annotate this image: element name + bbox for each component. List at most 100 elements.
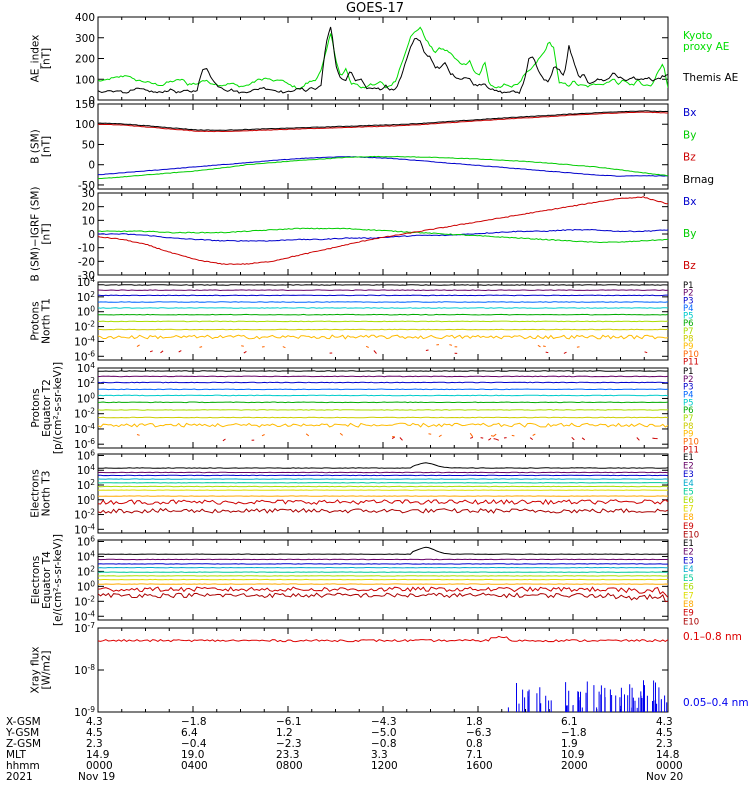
ephemeris-cell: 2.3 [86,738,103,750]
ephemeris-cell: 14.8 [656,749,680,761]
series-group [98,284,668,354]
y-tick-label: 0 [88,160,95,172]
y-tick-label: -20 [78,256,95,268]
legend-entry: P9 [683,430,694,440]
legend-entry: P5 [683,312,694,322]
series-line-p2 [98,289,668,292]
ephemeris-cell: 0800 [276,760,303,772]
y-axis-label: Electrons [30,556,42,605]
legend-entry: E8 [683,600,694,610]
series-group [98,635,668,712]
series-group [98,370,668,441]
y-axis-label: B (SM)−IGRF (SM) [30,186,42,281]
series-line-p3 [98,381,668,384]
series-line-bz [98,196,668,265]
y-axis-label: Xray flux [30,647,42,694]
series-line-kyotoproxyae [98,26,668,90]
ephemeris-row-label: MLT [6,749,26,761]
ephemeris-cell: 2000 [561,760,588,772]
ephemeris-cell: −0.8 [371,738,397,750]
y-tick-label: 102 [77,564,95,578]
y-axis-label: [e/(cm²-s-sr-keV)] [52,534,64,626]
y-tick-label: 104 [77,549,95,563]
ephemeris-cell: 0400 [181,760,208,772]
y-tick-label: -50 [78,180,95,192]
panel-frame [97,453,669,534]
ephemeris-row: MLT 14.9 19.0 23.3 3.3 7.1 10.9 14.8 [0,750,750,761]
series-line-themisae [98,26,668,95]
y-tick-label: 100 [77,391,95,405]
ephemeris-cell: 1.9 [561,738,578,750]
series-line-e10 [98,507,668,514]
legend-entry: P4 [683,304,694,314]
y-tick-label: -30 [78,270,95,282]
legend-entry: P6 [683,319,694,329]
ephemeris-cell: −0.4 [181,738,207,750]
ephemeris-cell: 19.0 [181,749,205,761]
ephemeris-row-label: 2021 [6,771,33,783]
legend-entry: P2 [683,375,694,385]
legend-entry: By [683,129,696,141]
y-tick-label: 30 [82,188,95,200]
ephemeris-cell: −1.8 [561,727,587,739]
series-line-p4 [98,388,668,391]
legend-entry: P1 [683,281,694,291]
ephemeris-cell: 7.1 [466,749,483,761]
ephemeris-cell: 2.3 [656,738,673,750]
y-tick-label: 104 [77,275,95,289]
legend-entry: Brnag [683,174,714,186]
ephemeris-row: Z-GSM 2.3 −0.4 −2.3 −0.8 0.8 1.9 2.3 [0,739,750,750]
ephemeris-cell: −6.1 [276,716,302,728]
ephemeris-cell: 3.3 [371,749,388,761]
panel-frame [97,367,669,449]
panel-frame [97,16,669,101]
legend-entry: 0.05–0.4 nm [683,697,749,709]
panel-8: 10-7 10-8 10-9 Xray flux [W/m2] 0.1–0.8 nm 0.0… [30,621,749,719]
series-line-e10 [98,592,668,603]
legend-entry: P10 [683,438,699,448]
y-tick-label: 102 [77,290,95,304]
legend-entry: P11 [683,445,699,455]
series-line-p7 [98,409,668,411]
legend-entry: Bx [683,196,696,208]
y-tick-label: 10-2 [74,594,95,608]
ephemeris-cell: 4.5 [86,727,103,739]
y-tick-label: 100 [75,119,95,131]
ephemeris-cell: 0000 [656,760,683,772]
series-line-by [98,227,668,243]
ephemeris-row: 2021 Nov 19 Nov 20 [0,772,750,783]
series-line-p11 [223,437,668,441]
legend-entry: P6 [683,406,694,416]
legend-entry: E1 [683,453,694,463]
ephemeris-cell: 0.8 [466,738,483,750]
series-line-e4 [98,566,668,569]
y-axis-label: B (SM) [30,129,42,163]
series-line-e1 [98,546,668,555]
series-line-p5 [98,394,668,397]
legend-entry: E9 [683,522,694,532]
series-line-p7 [98,320,668,323]
series-line-e2 [98,471,668,474]
y-axis-label: Electrons [30,469,42,518]
ephemeris-row: Y-GSM 4.5 6.4 1.2 −5.0 −6.3 −1.8 4.5 [0,728,750,739]
y-tick-label: 200 [75,54,95,66]
ephemeris-cell: −5.0 [371,727,397,739]
panel-frame [97,103,669,190]
y-tick-label: 104 [77,463,95,477]
series-line-p9 [98,334,668,340]
y-tick-label: 102 [77,376,95,390]
ephemeris-cell: 0000 [86,760,113,772]
y-tick-label: 10 [82,215,95,227]
legend-entry: E1 [683,539,694,549]
y-tick-label: 10-2 [74,508,95,522]
legend-entry: E5 [683,574,694,584]
series-line-brnag [98,110,668,131]
y-tick-label: 0 [88,229,95,241]
ephemeris-cell: Nov 20 [646,771,684,783]
series-group [98,26,668,95]
y-tick-label: 10-7 [74,621,95,635]
y-tick-label: 106 [77,448,95,462]
